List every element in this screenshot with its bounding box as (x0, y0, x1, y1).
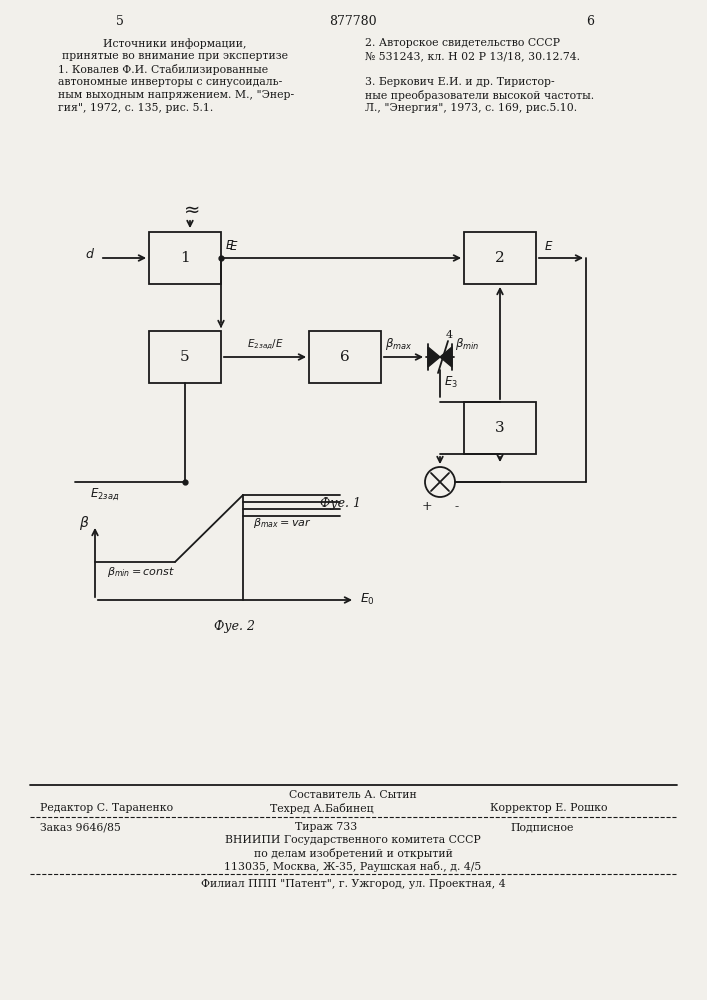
Text: $\beta$: $\beta$ (78, 514, 89, 532)
Bar (149, 331, 221, 383)
Text: принятые во внимание при экспертизе: принятые во внимание при экспертизе (62, 51, 288, 61)
Text: Источники информации,: Источники информации, (103, 38, 247, 49)
Text: 113035, Москва, Ж-35, Раушская наб., д. 4/5: 113035, Москва, Ж-35, Раушская наб., д. … (224, 861, 481, 872)
Text: Фуе. 2: Фуе. 2 (214, 620, 255, 633)
Text: 6: 6 (586, 15, 594, 28)
Text: ВНИИПИ Государственного комитета СССР: ВНИИПИ Государственного комитета СССР (225, 835, 481, 845)
Text: Корректор Е. Рошко: Корректор Е. Рошко (490, 803, 607, 813)
Polygon shape (428, 347, 440, 367)
Text: $\beta_{max}=var$: $\beta_{max}=var$ (253, 516, 312, 530)
Text: Составитель А. Сытин: Составитель А. Сытин (289, 790, 417, 800)
Text: 4: 4 (446, 330, 453, 340)
Text: Фуе. 1: Фуе. 1 (320, 497, 361, 510)
Text: Техред А.Бабинец: Техред А.Бабинец (270, 803, 373, 814)
Text: $\approx$: $\approx$ (180, 201, 200, 219)
Text: 1. Ковалев Ф.И. Стабилизированные: 1. Ковалев Ф.И. Стабилизированные (58, 64, 268, 75)
Text: гия", 1972, с. 135, рис. 5.1.: гия", 1972, с. 135, рис. 5.1. (58, 103, 214, 113)
Text: 1: 1 (180, 251, 190, 265)
Text: $E$: $E$ (544, 240, 554, 253)
Text: Редактор С. Тараненко: Редактор С. Тараненко (40, 803, 173, 813)
Text: 3. Беркович Е.И. и др. Тиристор-: 3. Беркович Е.И. и др. Тиристор- (365, 77, 554, 87)
Text: $\beta_{max}$: $\beta_{max}$ (385, 336, 412, 352)
Text: $E$: $E$ (225, 239, 235, 252)
Text: Филиал ППП "Патент", г. Ужгород, ул. Проектная, 4: Филиал ППП "Патент", г. Ужгород, ул. Про… (201, 879, 506, 889)
Text: 5: 5 (180, 350, 189, 364)
Text: Л., "Энергия", 1973, с. 169, рис.5.10.: Л., "Энергия", 1973, с. 169, рис.5.10. (365, 103, 577, 113)
Text: +: + (421, 500, 432, 513)
Text: $E$: $E$ (229, 240, 238, 253)
Text: $\beta_{min}$: $\beta_{min}$ (455, 336, 479, 352)
Text: автономные инверторы с синусоидаль-: автономные инверторы с синусоидаль- (58, 77, 282, 87)
Text: ные преобразователи высокой частоты.: ные преобразователи высокой частоты. (365, 90, 594, 101)
Text: 2: 2 (495, 251, 505, 265)
Text: Тираж 733: Тираж 733 (295, 822, 357, 832)
Text: ным выходным напряжением. М., "Энер-: ным выходным напряжением. М., "Энер- (58, 90, 294, 100)
Text: Подписное: Подписное (510, 822, 573, 832)
Text: 5: 5 (116, 15, 124, 28)
Text: 2. Авторское свидетельство СССР: 2. Авторское свидетельство СССР (365, 38, 560, 48)
Text: $E_{2зад}/E$: $E_{2зад}/E$ (247, 338, 284, 352)
Text: 877780: 877780 (329, 15, 377, 28)
Text: по делам изобретений и открытий: по делам изобретений и открытий (254, 848, 452, 859)
Bar (464, 232, 536, 284)
Text: $\beta_{min}=const$: $\beta_{min}=const$ (107, 565, 175, 579)
Text: 6: 6 (340, 350, 350, 364)
Polygon shape (440, 347, 452, 367)
Bar (464, 402, 536, 454)
Bar (309, 331, 381, 383)
Text: -: - (455, 500, 459, 513)
Text: $E_0$: $E_0$ (360, 591, 375, 607)
Text: Заказ 9646/85: Заказ 9646/85 (40, 822, 121, 832)
Text: $E_{2зад}$: $E_{2зад}$ (90, 486, 119, 502)
Text: $d$: $d$ (85, 247, 95, 261)
Text: № 531243, кл. Н 02 Р 13/18, 30.12.74.: № 531243, кл. Н 02 Р 13/18, 30.12.74. (365, 51, 580, 61)
Text: $E_3$: $E_3$ (444, 375, 458, 390)
Bar (149, 232, 221, 284)
Text: 3: 3 (495, 421, 505, 435)
